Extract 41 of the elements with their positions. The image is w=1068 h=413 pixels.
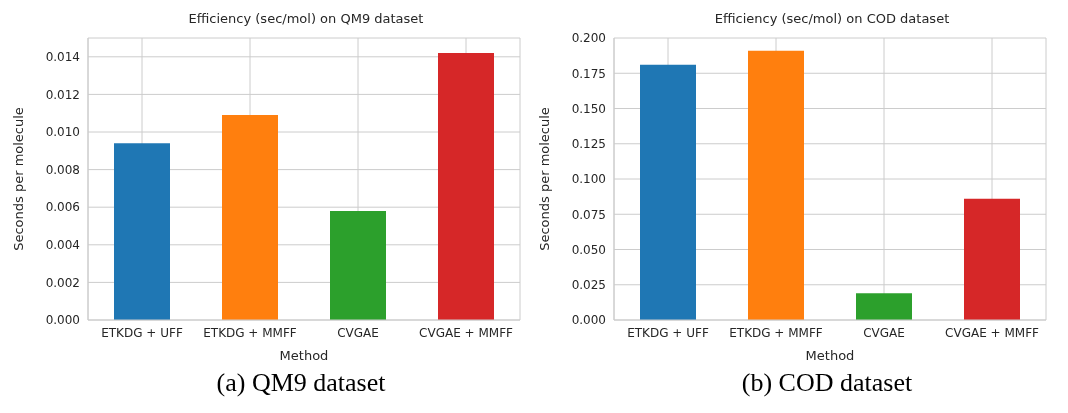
bar — [748, 50, 804, 320]
bar — [640, 64, 696, 320]
x-axis-title: Method — [805, 348, 855, 363]
x-tick-label: ETKDG + MMFF — [203, 325, 297, 340]
bar — [964, 198, 1020, 320]
x-tick-label: CVGAE — [337, 325, 379, 340]
y-tick-label: 0.075 — [571, 207, 606, 222]
bar — [222, 115, 278, 320]
x-tick-label: CVGAE + MMFF — [419, 325, 514, 340]
y-tick-label: 0.012 — [45, 87, 80, 102]
y-tick-label: 0.006 — [45, 200, 80, 215]
y-tick-label: 0.200 — [571, 31, 606, 46]
y-tick-label: 0.014 — [45, 50, 80, 65]
y-tick-label: 0.008 — [45, 162, 80, 177]
x-tick-label: ETKDG + UFF — [627, 325, 709, 340]
y-tick-label: 0.050 — [571, 242, 606, 257]
text: (a) QM9 dataset — [215, 368, 387, 398]
bar — [856, 293, 912, 320]
y-tick-label: 0.010 — [45, 125, 80, 140]
y-tick-label: 0.002 — [45, 275, 80, 290]
text: (b) COD dataset — [740, 368, 914, 398]
y-tick-label: 0.125 — [571, 137, 606, 152]
y-tick-label: 0.000 — [45, 313, 80, 328]
y-tick-label: 0.150 — [571, 101, 606, 116]
chart-title: Efficiency (sec/mol) on COD dataset — [713, 10, 951, 28]
x-tick-label: ETKDG + UFF — [101, 325, 183, 340]
y-tick-label: 0.004 — [45, 238, 80, 253]
chart-title: Efficiency (sec/mol) on QM9 dataset — [187, 10, 425, 28]
x-tick-label: ETKDG + MMFF — [729, 325, 823, 340]
y-axis-title: Seconds per molecule — [10, 107, 26, 251]
y-tick-label: 0.175 — [571, 66, 606, 81]
x-tick-label: CVGAE — [863, 325, 905, 340]
bar — [114, 143, 170, 320]
bar — [330, 210, 386, 320]
y-tick-label: 0.025 — [571, 278, 606, 293]
bar — [438, 53, 494, 320]
x-axis-title: Method — [279, 348, 329, 363]
y-tick-label: 0.000 — [571, 313, 606, 328]
x-tick-label: CVGAE + MMFF — [945, 325, 1040, 340]
y-tick-label: 0.100 — [571, 172, 606, 187]
y-axis-title: Seconds per molecule — [536, 107, 552, 251]
